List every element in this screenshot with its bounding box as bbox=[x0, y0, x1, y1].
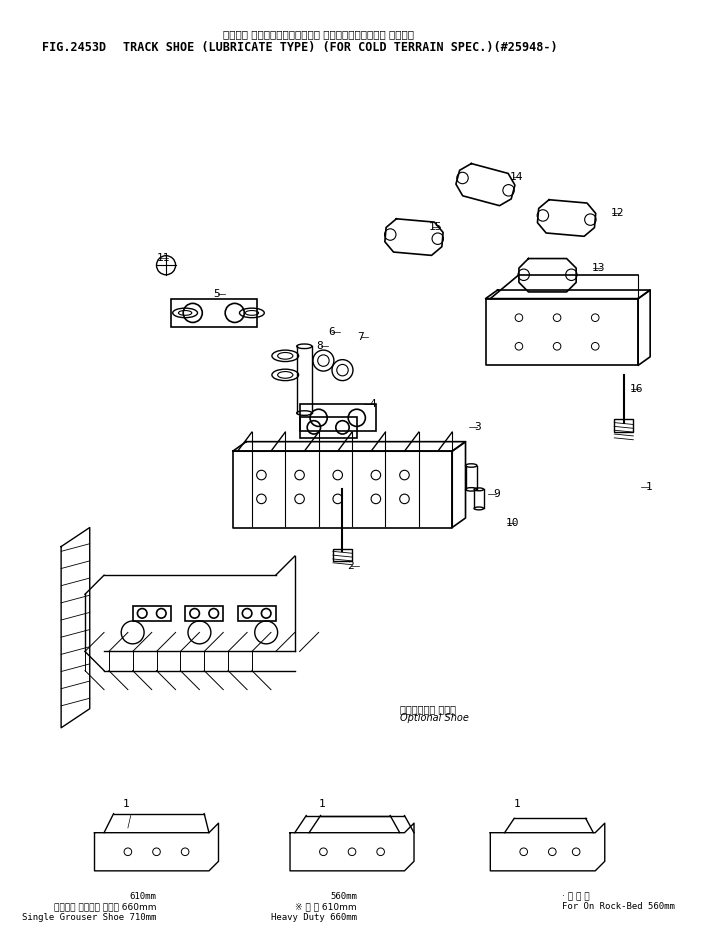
Text: Optional Shoe: Optional Shoe bbox=[400, 713, 469, 724]
Text: 8: 8 bbox=[317, 341, 323, 351]
Text: 14: 14 bbox=[510, 172, 523, 183]
Text: 1: 1 bbox=[645, 483, 652, 492]
Text: 1: 1 bbox=[318, 799, 325, 809]
Text: 16: 16 bbox=[629, 385, 643, 394]
Bar bbox=[299, 405, 376, 431]
Text: シングル グローサ シュー 660mm: シングル グローサ シュー 660mm bbox=[54, 902, 157, 911]
Text: 610mm: 610mm bbox=[129, 892, 157, 901]
Text: Heavy Duty 660mm: Heavy Duty 660mm bbox=[271, 913, 357, 922]
Text: 6: 6 bbox=[328, 327, 335, 337]
Text: · 岩 盤 用: · 岩 盤 用 bbox=[562, 892, 590, 901]
Bar bbox=[614, 419, 633, 432]
Text: 3: 3 bbox=[474, 423, 481, 432]
Text: TRACK SHOE (LUBRICATE TYPE) (FOR COLD TERRAIN SPEC.)(#25948-): TRACK SHOE (LUBRICATE TYPE) (FOR COLD TE… bbox=[123, 41, 557, 54]
Text: 11: 11 bbox=[157, 252, 170, 263]
Text: 5: 5 bbox=[214, 288, 221, 299]
Text: 13: 13 bbox=[591, 263, 605, 273]
Text: 9: 9 bbox=[493, 489, 500, 499]
Text: トラック シュー（ルーブリケート タイプ）（ガルレイチ ショウ）: トラック シュー（ルーブリケート タイプ）（ガルレイチ ショウ） bbox=[224, 30, 414, 40]
Bar bbox=[133, 605, 171, 621]
Bar bbox=[171, 299, 257, 327]
Text: 2: 2 bbox=[347, 561, 354, 570]
Text: 1: 1 bbox=[514, 799, 521, 809]
Text: FIG.2453D: FIG.2453D bbox=[42, 41, 106, 54]
Bar bbox=[185, 605, 224, 621]
Text: 10: 10 bbox=[505, 518, 519, 527]
Text: 7: 7 bbox=[357, 331, 363, 342]
Bar bbox=[238, 605, 276, 621]
Bar bbox=[333, 549, 352, 561]
Text: オプショナル シュー: オプショナル シュー bbox=[400, 704, 456, 714]
Text: 1: 1 bbox=[123, 799, 130, 809]
Text: ※ 化 器 610mm: ※ 化 器 610mm bbox=[295, 902, 357, 911]
Text: 4: 4 bbox=[369, 399, 376, 408]
Text: 15: 15 bbox=[428, 222, 441, 232]
Text: For On Rock-Bed 560mm: For On Rock-Bed 560mm bbox=[562, 902, 675, 911]
Text: 560mm: 560mm bbox=[330, 892, 357, 901]
Text: Single Grouser Shoe 710mm: Single Grouser Shoe 710mm bbox=[22, 913, 157, 922]
Text: 12: 12 bbox=[610, 208, 624, 218]
Bar bbox=[299, 417, 357, 438]
